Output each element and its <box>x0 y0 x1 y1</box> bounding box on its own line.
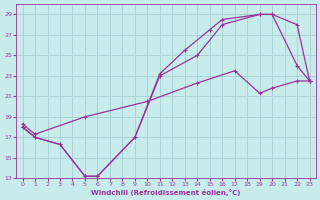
X-axis label: Windchill (Refroidissement éolien,°C): Windchill (Refroidissement éolien,°C) <box>92 189 241 196</box>
